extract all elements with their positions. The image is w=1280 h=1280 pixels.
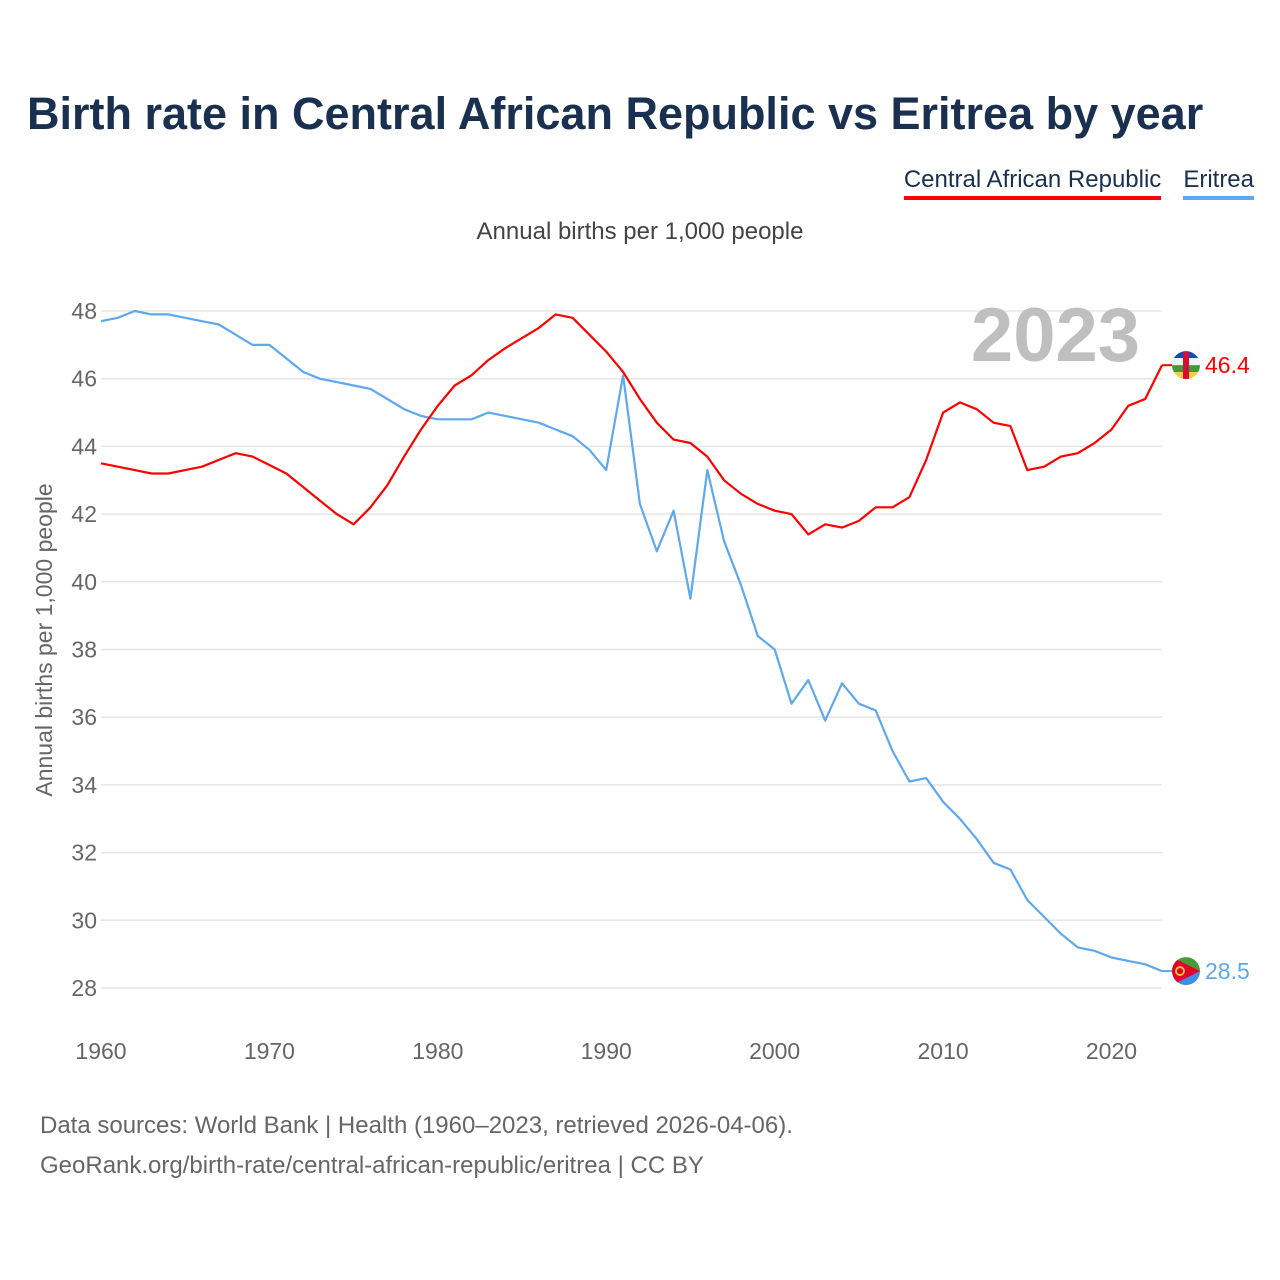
y-tick-label: 48 [71,298,97,324]
source-url-text[interactable]: GeoRank.org/birth-rate/central-african-r… [40,1152,704,1179]
chart-subtitle: Annual births per 1,000 people [476,218,804,245]
y-tick-label: 32 [71,840,97,866]
flag-parts [1172,957,1200,986]
series-lines [100,309,1163,973]
y-tick-label: 28 [71,975,97,1001]
data-source-text: Data sources: World Bank | Health (1960–… [40,1112,793,1139]
y-tick-label: 38 [71,637,97,663]
x-tick-label: 2010 [917,1038,968,1064]
central-african-republic-flag-icon [1172,351,1200,380]
x-tick-label: 2000 [749,1038,800,1064]
flag-red [1172,957,1200,986]
x-axis-ticks: 1960 1970 1980 1990 2000 2010 2020 [75,1038,1137,1064]
x-tick-label: 1980 [412,1038,463,1064]
legend: Central African Republic Eritrea [903,166,1254,200]
y-tick-label: 36 [71,704,97,730]
flag-stripe [1183,351,1189,380]
legend-item-eritrea[interactable]: Eritrea [1183,166,1254,200]
series-line-central-african-republic [100,313,1163,536]
series-line-eritrea [100,309,1163,973]
flag-stripes [1172,351,1200,380]
gridlines [101,310,1162,989]
y-axis-label: Annual births per 1,000 people [31,483,57,796]
eritrea-flag-icon [1172,957,1200,986]
flag-emblem [1175,966,1185,976]
chart-title: Birth rate in Central African Republic v… [27,88,1204,139]
x-tick-label: 1970 [244,1038,295,1064]
end-markers: 28.5 46.4 [1162,351,1250,986]
x-tick-label: 1990 [581,1038,632,1064]
end-value-label: 46.4 [1205,352,1250,378]
y-tick-label: 44 [71,433,97,459]
y-tick-label: 42 [71,501,97,527]
x-tick-label: 2020 [1086,1038,1137,1064]
y-axis-ticks: 28 30 32 34 36 38 40 42 44 46 48 [71,298,97,1001]
legend-item-central-african-republic[interactable]: Central African Republic [903,166,1162,200]
footer: Data sources: World Bank | Health (1960–… [40,1106,793,1186]
x-tick-label: 1960 [75,1038,126,1064]
y-tick-label: 34 [71,772,97,798]
year-overlay: 2023 [971,293,1140,378]
y-tick-label: 46 [71,366,97,392]
y-tick-label: 30 [71,907,97,933]
end-value-label: 28.5 [1205,958,1250,984]
y-tick-label: 40 [71,569,97,595]
